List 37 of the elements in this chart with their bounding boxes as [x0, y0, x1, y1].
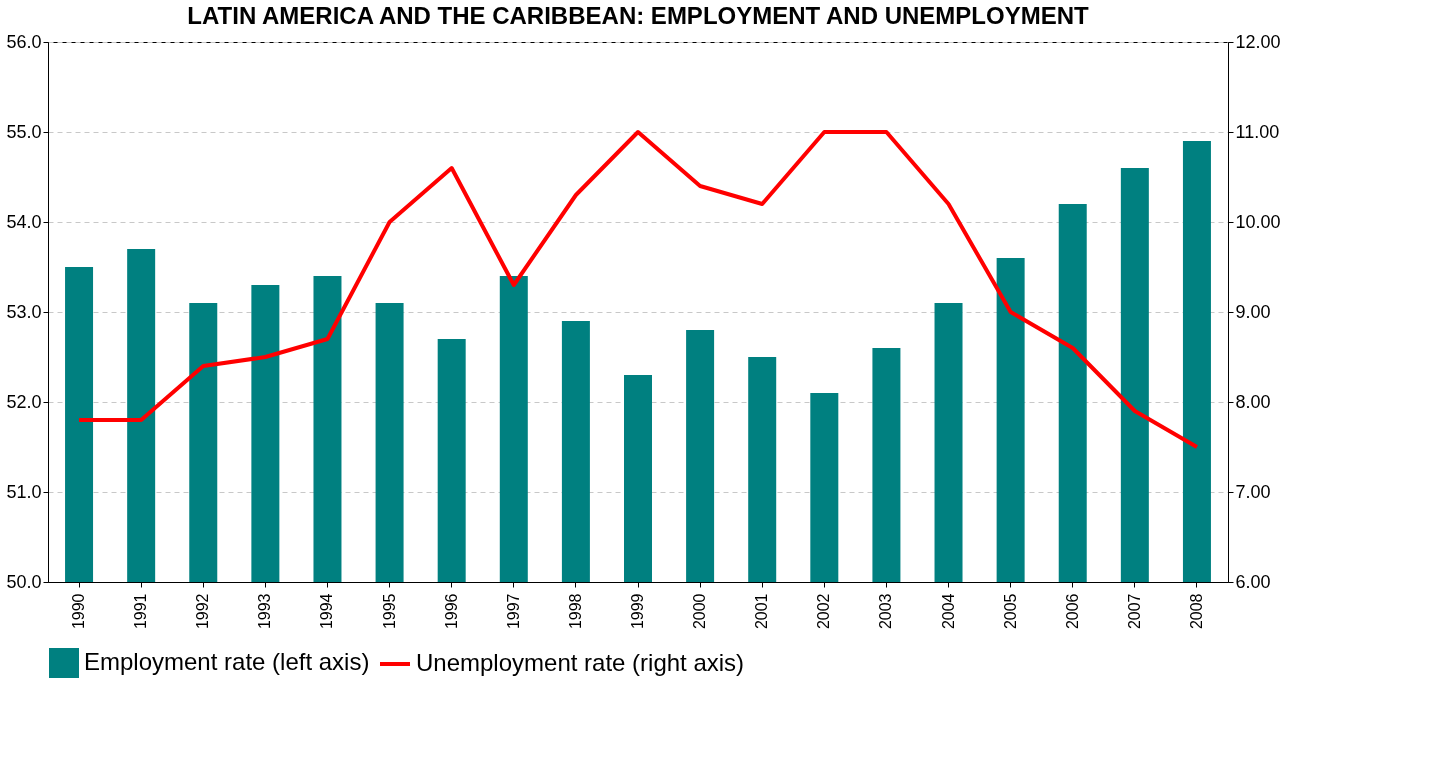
x-tick-label: 1992: [194, 593, 212, 630]
x-tick-label: 1997: [504, 593, 522, 630]
x-tick-label: 2005: [1001, 593, 1019, 630]
x-tick-label: 1991: [132, 593, 150, 630]
legend-label: Employment rate (left axis): [84, 648, 370, 675]
legend-label: Unemployment rate (right axis): [416, 649, 745, 676]
y-tick-label: 50.0: [6, 571, 42, 592]
y2-tick-label: 9.00: [1235, 301, 1271, 322]
y-tick-label: 52.0: [6, 391, 42, 412]
chart-title: LATIN AMERICA AND THE CARIBBEAN: EMPLOYMENT AND UNEMPLOYMENT: [187, 2, 1089, 29]
x-tick-label: 1993: [256, 593, 274, 630]
y2-tick-label: 7.00: [1235, 481, 1271, 502]
y2-tick-label: 10.00: [1235, 211, 1281, 232]
y-tick-label: 51.0: [6, 481, 42, 502]
x-tick-label: 1994: [318, 593, 336, 630]
x-tick-label: 2006: [1063, 593, 1081, 630]
y-tick-label: 56.0: [6, 31, 42, 52]
y-tick-label: 53.0: [6, 301, 42, 322]
x-tick-label: 1995: [380, 593, 398, 630]
y-tick-label: 54.0: [6, 211, 42, 232]
y2-tick-label: 11.00: [1235, 121, 1280, 142]
x-tick-label: 2000: [691, 593, 709, 630]
x-tick-label: 1990: [70, 593, 88, 630]
y-tick-label: 55.0: [6, 121, 42, 142]
x-tick-label: 2008: [1187, 593, 1205, 630]
line-series: [77, 130, 1199, 449]
y2-tick-label: 6.00: [1235, 571, 1271, 592]
x-tick-label: 2001: [753, 593, 771, 630]
x-tick-label: 1996: [442, 593, 460, 630]
y2-tick-label: 8.00: [1235, 391, 1271, 412]
x-tick-label: 2003: [877, 593, 895, 630]
y2-tick-label: 12.00: [1235, 31, 1281, 52]
x-tick-label: 2007: [1125, 593, 1143, 630]
x-tick-label: 1999: [629, 593, 646, 630]
x-tick-label: 2002: [815, 593, 833, 630]
x-tick-label: 2004: [939, 593, 957, 630]
x-tick-label: 1998: [566, 593, 584, 630]
